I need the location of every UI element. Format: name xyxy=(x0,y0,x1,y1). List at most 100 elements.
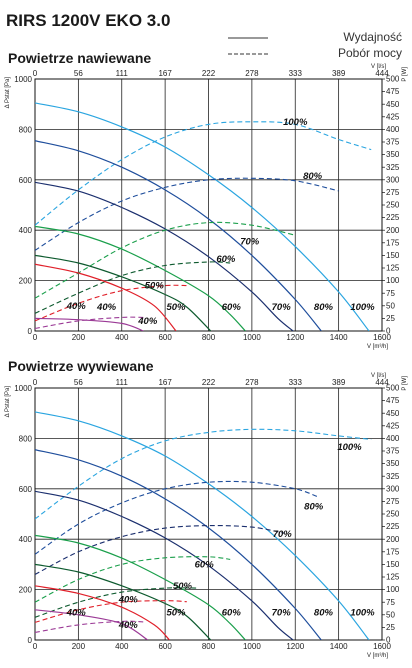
pressure-curve-70pct xyxy=(35,490,294,640)
y2-tick-label: 175 xyxy=(386,547,400,556)
x2-tick-label: 0 xyxy=(33,378,38,387)
main-title: RIRS 1200V EKO 3.0 xyxy=(6,11,170,30)
curve-label: 100% xyxy=(350,302,375,313)
power-curve-60pct xyxy=(35,556,231,603)
x-tick-label: 1200 xyxy=(286,642,304,651)
y2-tick-label: 500 xyxy=(386,75,400,84)
pressure-curve-50pct xyxy=(35,254,212,331)
y2-tick-label: 475 xyxy=(386,396,400,405)
x-axis-label: V [m³/h] xyxy=(367,344,388,350)
y2-tick-label: 175 xyxy=(386,238,400,247)
y2-tick-label: 275 xyxy=(386,188,400,197)
x-tick-label: 800 xyxy=(202,333,216,342)
curve-label: 60% xyxy=(222,607,242,618)
curve-label: 50% xyxy=(145,281,165,292)
x-tick-label: 600 xyxy=(158,642,172,651)
x-tick-label: 400 xyxy=(115,333,129,342)
curve-label: 40% xyxy=(66,607,87,618)
y2-tick-label: 225 xyxy=(386,522,400,531)
y2-tick-label: 25 xyxy=(386,314,395,323)
pressure-curve-100pct xyxy=(35,411,370,640)
y2-tick-label: 450 xyxy=(386,409,400,418)
chart-supply-air: Powietrze nawiewane 0 200 400 600 800 1000 120… xyxy=(5,50,408,350)
curve-label: 70% xyxy=(272,302,292,313)
y2-tick-label: 250 xyxy=(386,201,400,210)
pressure-curve-60pct xyxy=(35,534,246,640)
curve-label: 60% xyxy=(222,302,242,313)
curve-label: 80% xyxy=(314,607,334,618)
x2-tick-label: 56 xyxy=(74,69,83,78)
y2-tick-label: 300 xyxy=(386,484,400,493)
x-tick-label: 0 xyxy=(33,333,38,342)
curve-label: 100% xyxy=(337,442,362,453)
y2-tick-label: 50 xyxy=(386,301,395,310)
x2-tick-label: 389 xyxy=(332,378,346,387)
y2-axis-label: P [W] xyxy=(402,67,408,82)
y2-tick-label: 275 xyxy=(386,497,400,506)
y2-tick-label: 350 xyxy=(386,459,400,468)
legend-dashed-label: Pobór mocy xyxy=(338,46,402,60)
curve-label: 50% xyxy=(173,581,193,592)
power-curve-40pct xyxy=(35,620,144,633)
y2-tick-label: 425 xyxy=(386,421,400,430)
x2-tick-label: 333 xyxy=(289,69,303,78)
x-tick-label: 1600 xyxy=(373,642,391,651)
legend-solid-label: Wydajność xyxy=(343,30,402,44)
y2-tick-label: 100 xyxy=(386,276,400,285)
chart-title: Powietrze nawiewane xyxy=(8,50,151,66)
curve-label: 40% xyxy=(118,620,139,631)
y2-tick-label: 475 xyxy=(386,87,400,96)
x2-tick-label: 56 xyxy=(74,378,83,387)
curve-label: 70% xyxy=(273,529,293,540)
x2-axis-label: V [l/s] xyxy=(371,373,386,379)
y2-tick-label: 125 xyxy=(386,573,400,582)
y2-tick-label: 450 xyxy=(386,100,400,109)
y2-tick-label: 0 xyxy=(386,327,391,336)
x2-tick-label: 167 xyxy=(158,69,172,78)
y2-tick-label: 300 xyxy=(386,175,400,184)
x2-tick-label: 111 xyxy=(116,69,129,78)
curve-label: 80% xyxy=(304,501,324,512)
x2-tick-label: 111 xyxy=(116,378,129,387)
power-curve-80pct xyxy=(35,177,339,251)
y2-tick-label: 375 xyxy=(386,447,400,456)
y2-tick-label: 75 xyxy=(386,598,395,607)
x-axis-label: V [m³/h] xyxy=(367,653,388,659)
y2-tick-label: 425 xyxy=(386,112,400,121)
y-tick-label: 0 xyxy=(28,327,33,336)
power-curve-50pct xyxy=(35,261,231,314)
y-tick-label: 600 xyxy=(19,176,33,185)
power-curve-40pct xyxy=(35,284,187,322)
curve-label: 40% xyxy=(118,595,139,606)
y2-tick-label: 400 xyxy=(386,434,400,443)
power-curve-80pct xyxy=(35,480,318,555)
x-tick-label: 1200 xyxy=(286,333,304,342)
x-tick-label: 800 xyxy=(202,642,216,651)
chart-title: Powietrze wywiewane xyxy=(8,358,154,374)
x2-tick-label: 278 xyxy=(245,69,259,78)
x2-tick-label: 333 xyxy=(289,378,303,387)
pressure-curve-50pct xyxy=(35,563,212,640)
y2-tick-label: 75 xyxy=(386,289,395,298)
y-axis-label: Δ Pstat [Pa] xyxy=(5,386,11,418)
x2-axis-label: V [l/s] xyxy=(371,64,386,70)
power-curve-70pct xyxy=(35,525,285,575)
power-curve-40pct xyxy=(35,316,144,330)
x2-tick-label: 0 xyxy=(33,69,38,78)
x2-tick-label: 389 xyxy=(332,69,346,78)
y-tick-label: 1000 xyxy=(14,75,32,84)
y2-tick-label: 100 xyxy=(386,585,400,594)
curve-label: 40% xyxy=(96,302,117,313)
pressure-curve-40pct xyxy=(35,317,144,331)
x2-tick-label: 167 xyxy=(158,378,172,387)
y-tick-label: 400 xyxy=(19,535,33,544)
y-tick-label: 200 xyxy=(19,277,33,286)
pressure-curve-60pct xyxy=(35,225,246,331)
pressure-curve-80pct xyxy=(35,140,322,331)
plot-area xyxy=(35,102,372,331)
curve-label: 80% xyxy=(314,302,334,313)
curve-label: 80% xyxy=(303,171,323,182)
x-tick-label: 1400 xyxy=(330,333,348,342)
x2-tick-label: 222 xyxy=(202,378,216,387)
